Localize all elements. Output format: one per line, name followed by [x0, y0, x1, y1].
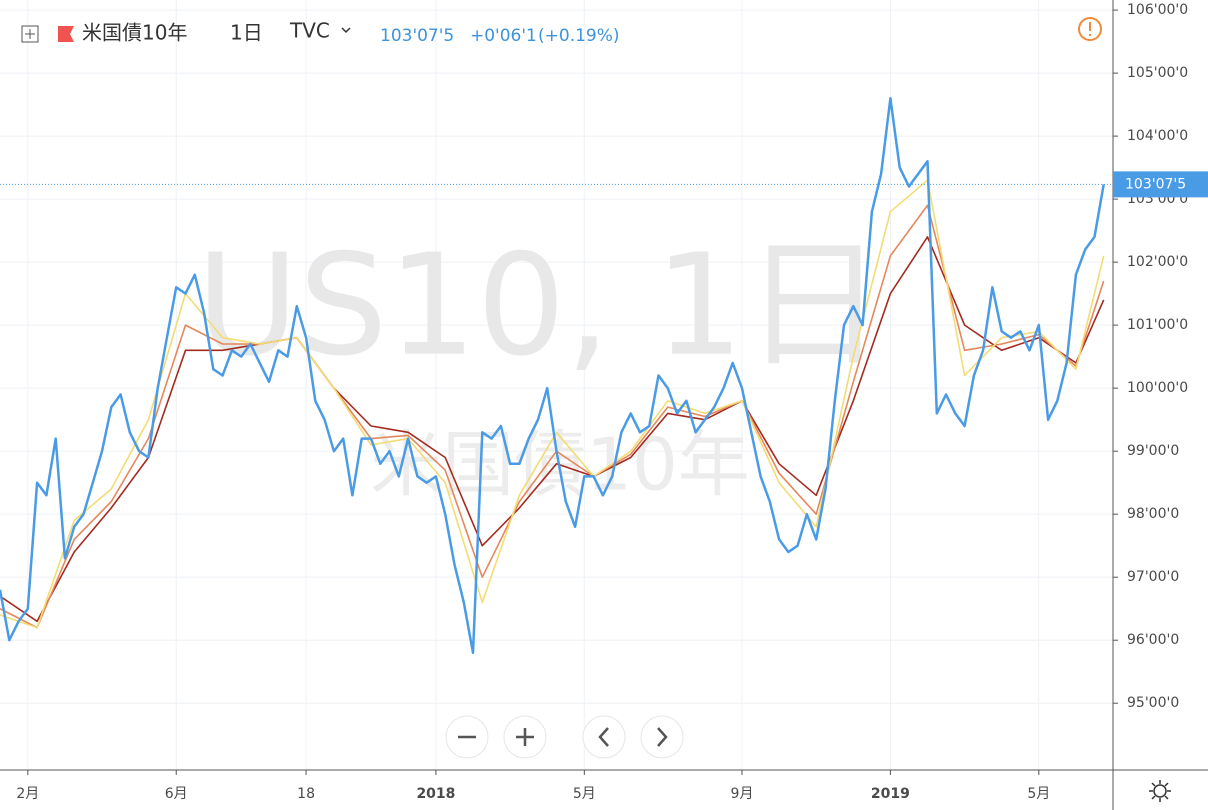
icon [1149, 780, 1171, 802]
y-tick-label: 96'00'0 [1127, 632, 1179, 648]
x-tick-label: 9月 [731, 786, 754, 802]
y-tick-label: 99'00'0 [1127, 443, 1179, 459]
scroll-right-button[interactable] [640, 715, 684, 759]
icon [25, 29, 35, 39]
price-line [0, 97, 1105, 655]
flag-icon [58, 26, 74, 42]
change: +0'06'1 [470, 26, 537, 46]
x-tick-label: 2018 [416, 786, 455, 802]
y-tick-label: 97'00'0 [1127, 569, 1179, 585]
watermark: US10, 1日 [196, 225, 884, 388]
y-tick-label: 106'00'0 [1127, 2, 1188, 18]
icon [657, 727, 668, 747]
settings-icon[interactable] [1149, 780, 1171, 802]
y-tick-label: 102'00'0 [1127, 254, 1188, 270]
exchange[interactable]: TVC [289, 19, 330, 43]
icon [598, 727, 609, 747]
y-tick-label: 98'00'0 [1127, 506, 1179, 522]
x-tick-label: 6月 [165, 786, 188, 802]
x-tick-label: 18 [297, 786, 315, 802]
price-tag [1113, 171, 1208, 198]
plot [0, 97, 1113, 655]
icon [516, 728, 534, 746]
y-tick-label: 100'00'0 [1127, 380, 1188, 396]
y-tick-label: 105'00'0 [1127, 65, 1188, 81]
zoom-controls [445, 715, 684, 759]
change-pct: (+0.19%) [538, 26, 620, 46]
interval[interactable]: 1日 [230, 21, 263, 45]
x-tick-label: 2月 [16, 786, 39, 802]
moving-average-line [0, 236, 1105, 623]
x-tick-label: 5月 [573, 786, 596, 802]
icon[interactable] [21, 25, 39, 43]
header: 米国債10年 1日 TVC 103'07'5 +0'06'1 (+0.19%) [21, 17, 1102, 46]
price-tag-label: 103'07'5 [1125, 176, 1186, 192]
icon [1153, 784, 1167, 798]
axes: 95'00'0 96'00'0 97'00'0 98'00'0 99'00'0 100'0… [16, 2, 1208, 802]
y-tick-label: 95'00'0 [1127, 695, 1179, 711]
alert-icon[interactable] [1078, 17, 1102, 41]
y-tick-label: 101'00'0 [1127, 317, 1188, 333]
x-tick-label: 2019 [871, 786, 910, 802]
y-tick-label: 104'00'0 [1127, 128, 1188, 144]
symbol[interactable]: 米国債10年 [82, 21, 187, 45]
scroll-left-button[interactable] [582, 715, 626, 759]
price: 103'07'5 [380, 26, 454, 46]
x-tick-label: 5月 [1027, 786, 1050, 802]
chevron [341, 27, 351, 34]
